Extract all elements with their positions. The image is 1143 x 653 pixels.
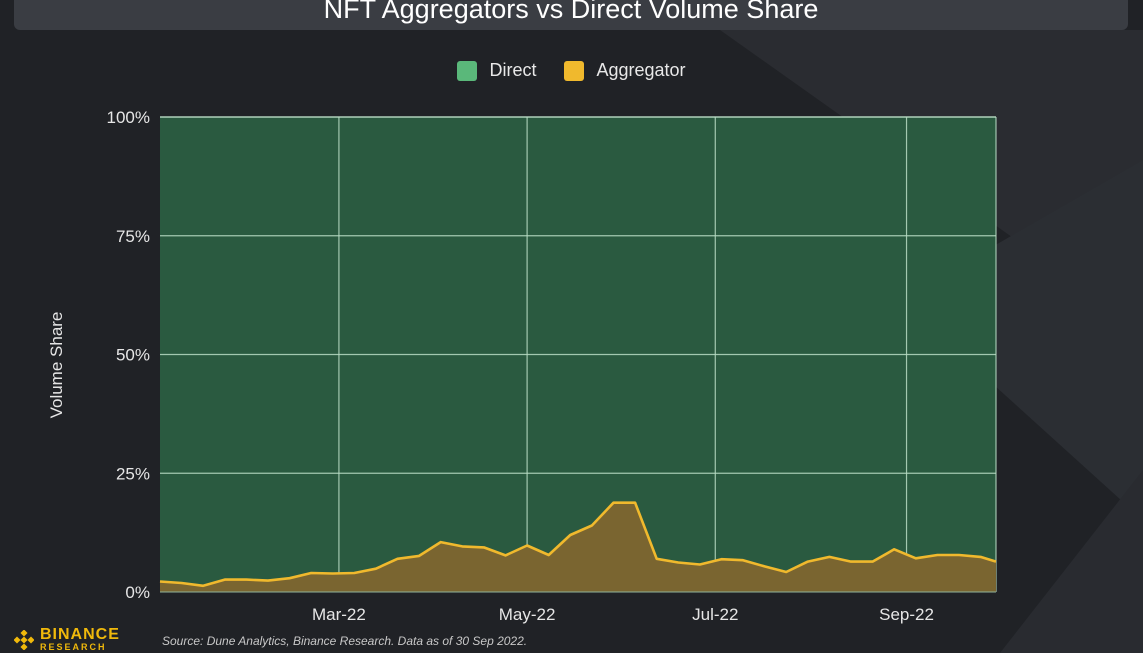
y-tick-label: 75% — [116, 227, 150, 246]
source-note: Source: Dune Analytics, Binance Research… — [162, 634, 528, 648]
y-tick-label: 0% — [125, 583, 150, 602]
legend-item-direct[interactable]: Direct — [457, 60, 536, 81]
y-axis-label: Volume Share — [47, 312, 66, 419]
y-tick-label: 100% — [107, 108, 150, 127]
y-tick-label: 25% — [116, 464, 150, 483]
x-tick-label: Mar-22 — [312, 605, 366, 624]
legend-swatch-direct — [457, 60, 478, 81]
legend-label-aggregator: Aggregator — [596, 60, 686, 80]
legend-swatch-aggregator — [564, 60, 585, 81]
brand-name: BINANCE — [40, 626, 120, 643]
series-aggregator-area — [160, 502, 996, 592]
brand-sub: RESEARCH — [40, 642, 107, 652]
x-tick-label: Sep-22 — [879, 605, 934, 624]
x-tick-label: Jul-22 — [692, 605, 738, 624]
legend-label-direct: Direct — [489, 60, 537, 80]
binance-logo-icon — [14, 630, 34, 650]
chart-title: NFT Aggregators vs Direct Volume Share — [14, 0, 1128, 30]
series-direct-area — [160, 117, 996, 586]
y-tick-label: 50% — [116, 346, 150, 365]
legend: Direct Aggregator — [0, 60, 1143, 81]
binance-research-logo: BINANCE RESEARCH — [14, 626, 120, 652]
series-aggregator-line — [159, 501, 997, 588]
x-tick-label: May-22 — [499, 605, 556, 624]
legend-item-aggregator[interactable]: Aggregator — [564, 60, 686, 81]
